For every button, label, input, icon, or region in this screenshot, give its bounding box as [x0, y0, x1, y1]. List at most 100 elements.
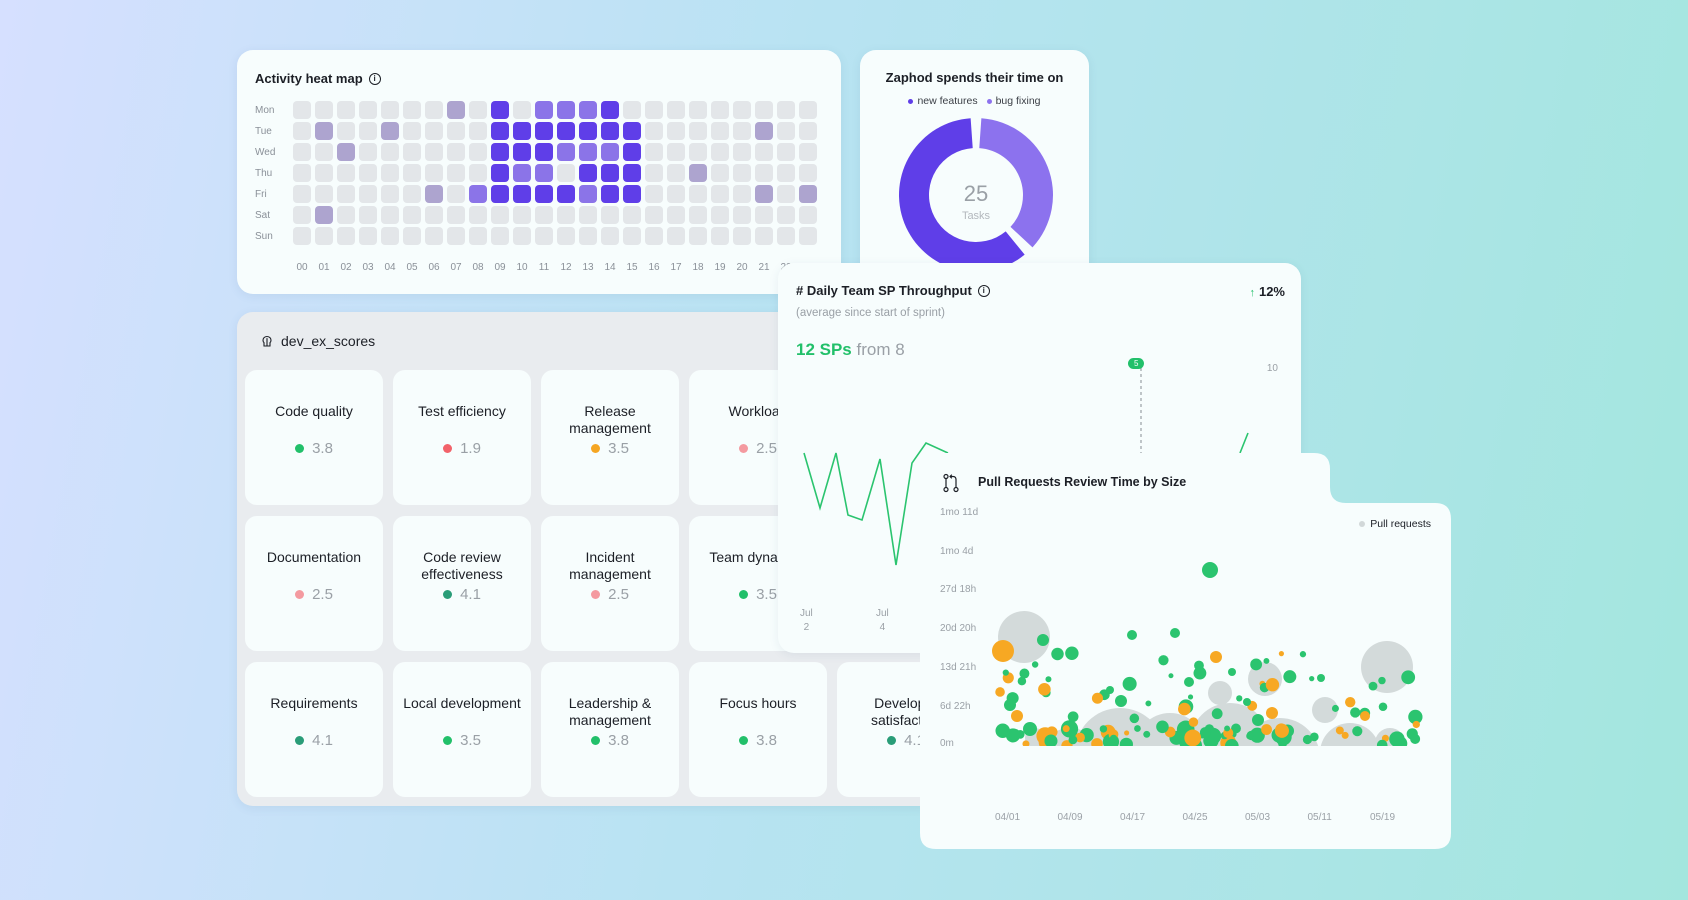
pr-bubble[interactable] [1134, 725, 1141, 732]
heatmap-cell[interactable] [337, 122, 355, 140]
heatmap-cell[interactable] [447, 206, 465, 224]
heatmap-cell[interactable] [667, 143, 685, 161]
heatmap-cell[interactable] [733, 101, 751, 119]
heatmap-cell[interactable] [667, 164, 685, 182]
pr-bubble[interactable] [1250, 658, 1263, 671]
pr-bubble[interactable] [1045, 676, 1052, 683]
score-card[interactable]: Incident management 2.5 [541, 516, 679, 651]
pr-bubble[interactable] [1208, 681, 1232, 705]
donut-segment-new-features[interactable] [899, 118, 1025, 273]
heatmap-cell[interactable] [733, 164, 751, 182]
pr-bubble[interactable] [1243, 698, 1251, 706]
donut-legend-item[interactable]: bug fixing [986, 95, 1041, 107]
heatmap-cell[interactable] [535, 227, 553, 245]
heatmap-cell[interactable] [359, 101, 377, 119]
heatmap-cell[interactable] [623, 227, 641, 245]
score-card[interactable]: Documentation 2.5 [245, 516, 383, 651]
heatmap-cell[interactable] [337, 206, 355, 224]
heatmap-cell[interactable] [535, 101, 553, 119]
heatmap-cell[interactable] [469, 143, 487, 161]
heatmap-cell[interactable] [403, 227, 421, 245]
pr-bubble[interactable] [1231, 723, 1241, 734]
heatmap-cell[interactable] [623, 185, 641, 203]
heatmap-cell[interactable] [667, 101, 685, 119]
pr-bubble[interactable] [1115, 695, 1127, 707]
heatmap-cell[interactable] [337, 185, 355, 203]
heatmap-cell[interactable] [579, 164, 597, 182]
heatmap-cell[interactable] [337, 227, 355, 245]
pr-bubble[interactable] [1062, 725, 1070, 733]
heatmap-cell[interactable] [557, 164, 575, 182]
heatmap-cell[interactable] [755, 122, 773, 140]
pr-bubble[interactable] [1193, 666, 1207, 680]
heatmap-cell[interactable] [381, 227, 399, 245]
heatmap-cell[interactable] [601, 143, 619, 161]
heatmap-cell[interactable] [513, 185, 531, 203]
heatmap-cell[interactable] [425, 185, 443, 203]
throughput-marker-badge[interactable]: 5 [1128, 358, 1145, 369]
pr-bubble[interactable] [1187, 694, 1194, 700]
pr-bubble[interactable] [1378, 676, 1386, 685]
pr-bubble[interactable] [1263, 658, 1270, 664]
heatmap-cell[interactable] [403, 164, 421, 182]
heatmap-cell[interactable] [491, 101, 509, 119]
pr-bubble[interactable] [1210, 651, 1222, 663]
heatmap-cell[interactable] [601, 227, 619, 245]
pr-bubble[interactable] [1224, 725, 1231, 732]
heatmap-cell[interactable] [799, 101, 817, 119]
heatmap-cell[interactable] [491, 143, 509, 161]
heatmap-cell[interactable] [293, 185, 311, 203]
heatmap-cell[interactable] [425, 143, 443, 161]
heatmap-cell[interactable] [689, 143, 707, 161]
pr-bubble[interactable] [1368, 681, 1378, 691]
donut-segment-bug-fixing[interactable] [979, 118, 1053, 248]
pr-bubble[interactable] [1278, 651, 1284, 657]
pr-bubble[interactable] [1352, 726, 1363, 737]
pr-bubble[interactable] [1236, 695, 1243, 702]
heatmap-cell[interactable] [315, 143, 333, 161]
heatmap-cell[interactable] [425, 227, 443, 245]
heatmap-cell[interactable] [755, 101, 773, 119]
heatmap-cell[interactable] [689, 206, 707, 224]
heatmap-cell[interactable] [359, 143, 377, 161]
pr-bubble[interactable] [1178, 702, 1191, 716]
score-card[interactable]: Code quality 3.8 [245, 370, 383, 505]
pr-bubble[interactable] [1004, 699, 1016, 711]
heatmap-cell[interactable] [293, 227, 311, 245]
heatmap-cell[interactable] [579, 143, 597, 161]
pr-bubble[interactable] [1302, 734, 1313, 745]
heatmap-cell[interactable] [425, 164, 443, 182]
heatmap-cell[interactable] [579, 227, 597, 245]
heatmap-cell[interactable] [469, 227, 487, 245]
score-card[interactable]: Test efficiency 1.9 [393, 370, 531, 505]
pr-bubble[interactable] [1361, 641, 1413, 693]
pr-bubble[interactable] [1335, 726, 1344, 735]
pr-bubble[interactable] [1188, 717, 1199, 727]
heatmap-cell[interactable] [579, 101, 597, 119]
heatmap-cell[interactable] [667, 185, 685, 203]
pr-bubble[interactable] [1106, 742, 1113, 748]
heatmap-cell[interactable] [667, 122, 685, 140]
pr-bubble[interactable] [1143, 730, 1151, 738]
heatmap-cell[interactable] [777, 122, 795, 140]
pr-bubble[interactable] [1099, 725, 1108, 733]
heatmap-cell[interactable] [645, 101, 663, 119]
pr-bubble[interactable] [1309, 675, 1315, 682]
pr-bubble[interactable] [1202, 562, 1218, 578]
score-card[interactable]: Requirements 4.1 [245, 662, 383, 797]
heatmap-cell[interactable] [425, 101, 443, 119]
pr-bubble[interactable] [1065, 646, 1079, 660]
pr-bubble[interactable] [1022, 740, 1030, 747]
heatmap-cell[interactable] [623, 206, 641, 224]
heatmap-cell[interactable] [689, 122, 707, 140]
pr-bubble[interactable] [1017, 676, 1027, 686]
heatmap-cell[interactable] [381, 143, 399, 161]
info-icon[interactable]: i [977, 284, 990, 297]
heatmap-cell[interactable] [535, 143, 553, 161]
score-card[interactable]: Focus hours 3.8 [689, 662, 827, 797]
pr-bubble[interactable] [1127, 630, 1137, 640]
pr-bubble[interactable] [1168, 673, 1174, 679]
heatmap-cell[interactable] [403, 122, 421, 140]
pr-bubble[interactable] [1122, 676, 1137, 691]
heatmap-cell[interactable] [535, 122, 553, 140]
